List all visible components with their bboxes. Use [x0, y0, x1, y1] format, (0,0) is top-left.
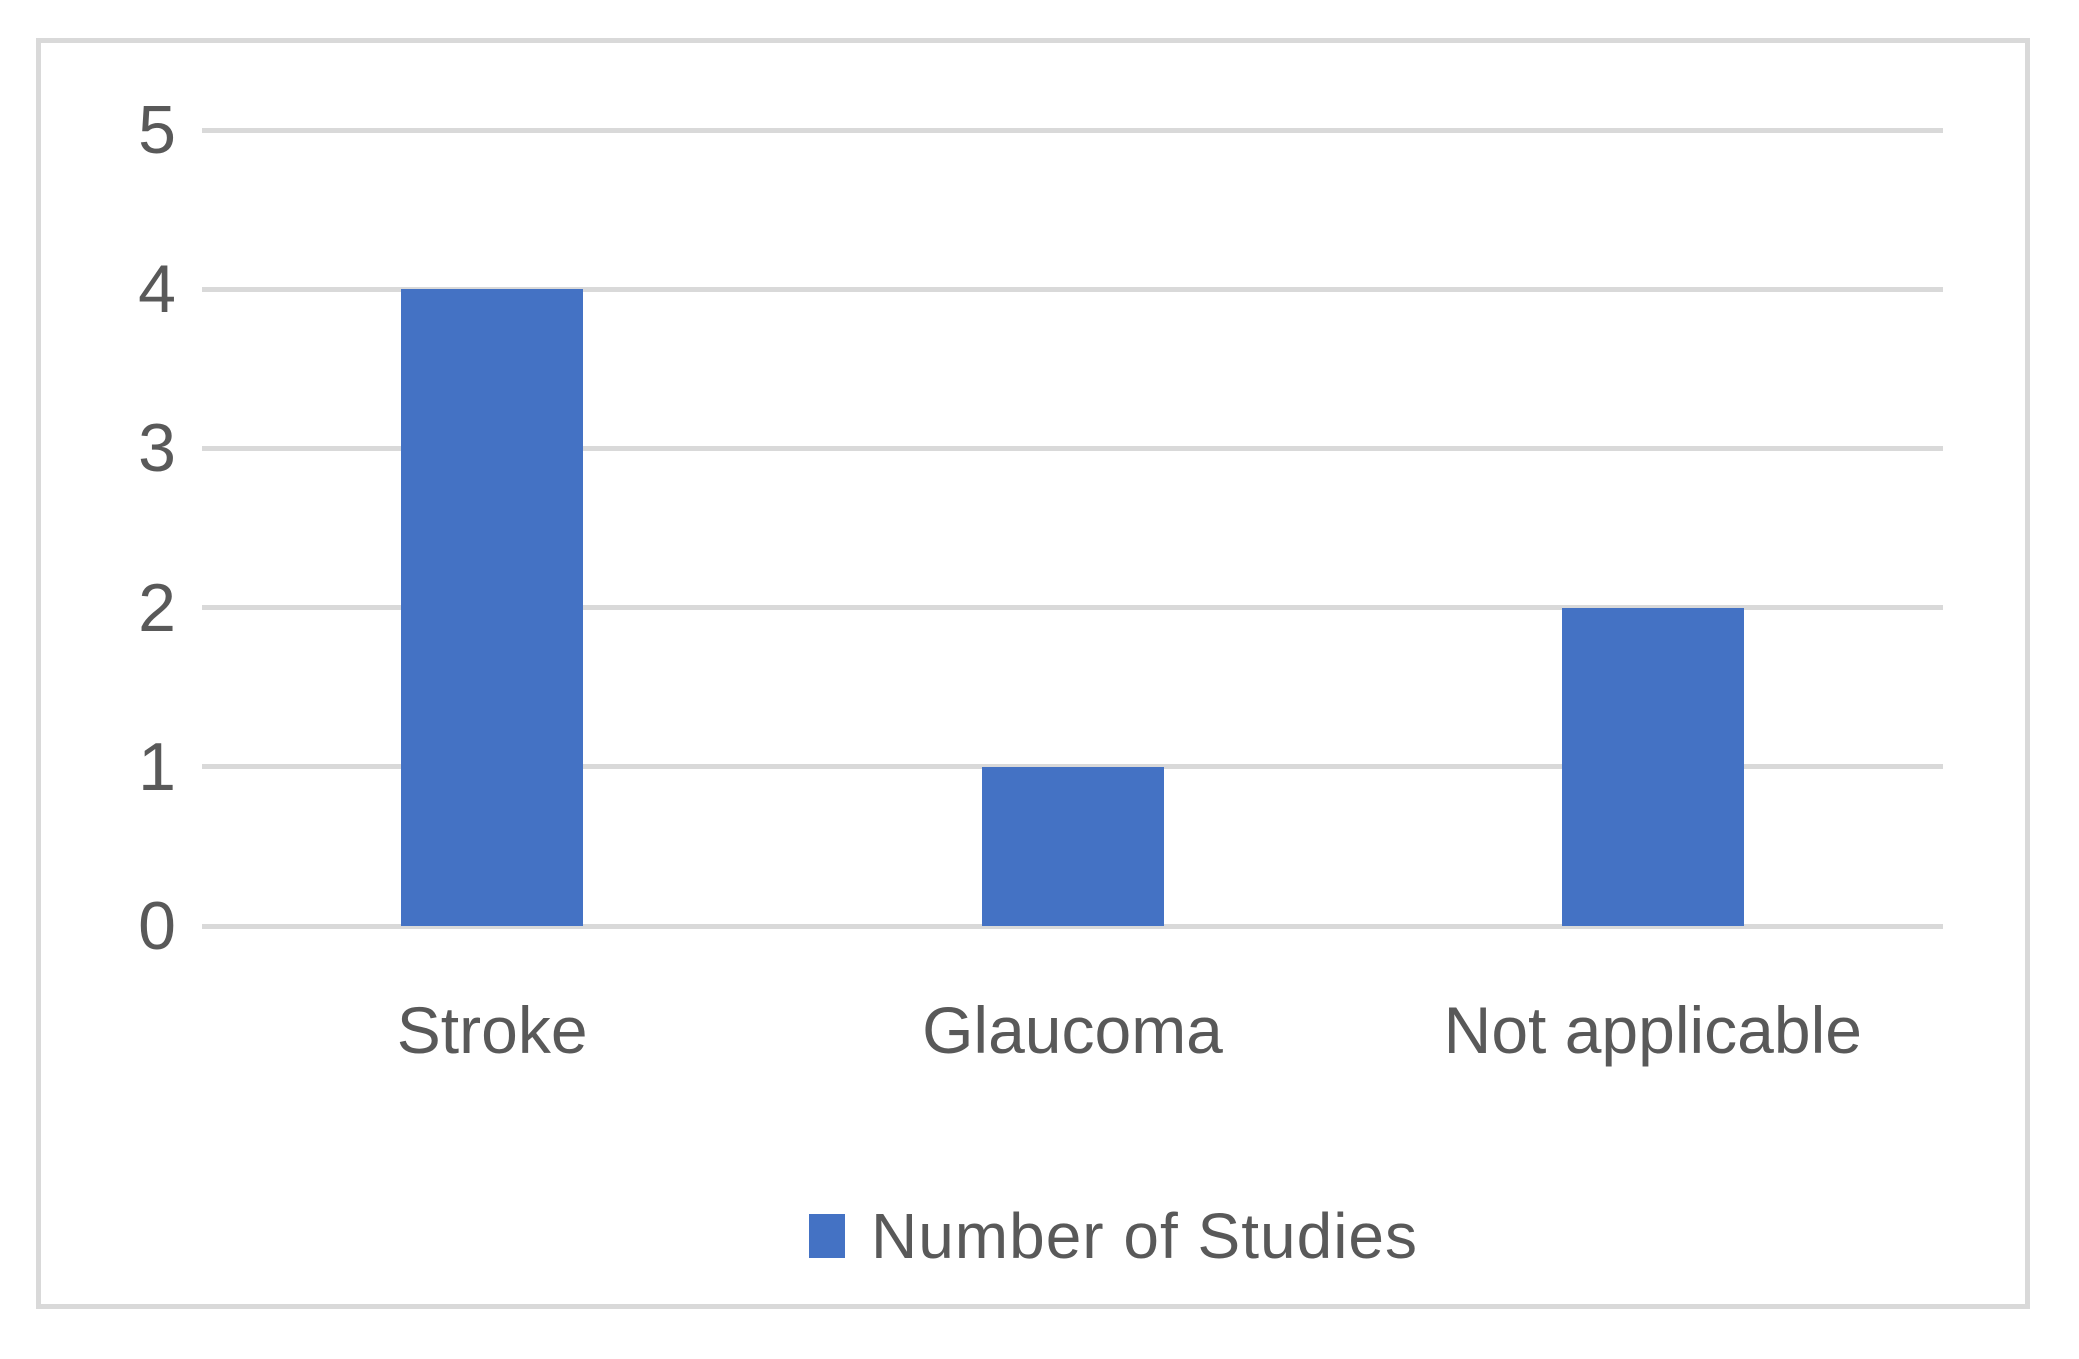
legend-swatch-icon	[808, 1214, 845, 1258]
y-tick-label-5: 5	[138, 92, 176, 168]
gridline-3	[202, 445, 1943, 451]
y-tick-label-3: 3	[138, 410, 176, 487]
legend-label: Number of Studies	[870, 1200, 1419, 1272]
chart-border: 0 1 2 3 4 5 Stroke Glaucoma Not applicable Numb…	[36, 38, 2030, 1309]
x-label-stroke: Stroke	[396, 993, 588, 1067]
bar-not-applicable	[1561, 607, 1744, 926]
y-tick-label-4: 4	[138, 251, 176, 328]
gridline-5	[202, 127, 1943, 133]
bar-stroke	[401, 289, 584, 926]
y-tick-label-0: 0	[138, 888, 176, 964]
plot-area: 0 1 2 3 4 5 Stroke Glaucoma Not applicable Numb…	[41, 43, 2025, 1304]
gridline-2	[202, 605, 1943, 611]
y-tick-label-2: 2	[138, 569, 176, 646]
x-label-glaucoma: Glaucoma	[922, 993, 1223, 1067]
gridline-0	[202, 923, 1943, 929]
x-label-not-applicable: Not applicable	[1443, 993, 1862, 1067]
bar-glaucoma	[981, 766, 1164, 926]
gridline-4	[202, 286, 1943, 292]
legend: Number of Studies	[243, 1201, 1984, 1271]
y-tick-label-1: 1	[138, 728, 176, 805]
